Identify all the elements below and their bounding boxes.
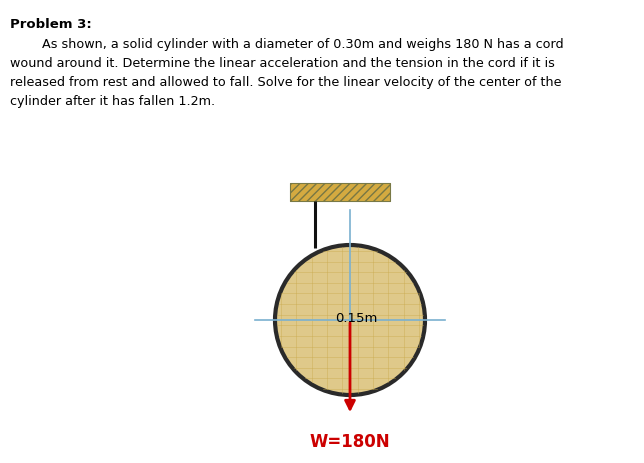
- Text: cylinder after it has fallen 1.2m.: cylinder after it has fallen 1.2m.: [10, 95, 215, 108]
- Text: Problem 3:: Problem 3:: [10, 18, 91, 31]
- Text: released from rest and allowed to fall. Solve for the linear velocity of the cen: released from rest and allowed to fall. …: [10, 76, 562, 89]
- Bar: [290, 183, 390, 201]
- Text: As shown, a solid cylinder with a diameter of 0.30m and weighs 180 N has a cord: As shown, a solid cylinder with a diamet…: [10, 38, 564, 51]
- Text: wound around it. Determine the linear acceleration and the tension in the cord i: wound around it. Determine the linear ac…: [10, 57, 555, 70]
- Text: 0.15m: 0.15m: [335, 312, 377, 325]
- Text: W=180N: W=180N: [310, 433, 390, 451]
- Circle shape: [275, 245, 425, 395]
- Bar: [290, 183, 390, 201]
